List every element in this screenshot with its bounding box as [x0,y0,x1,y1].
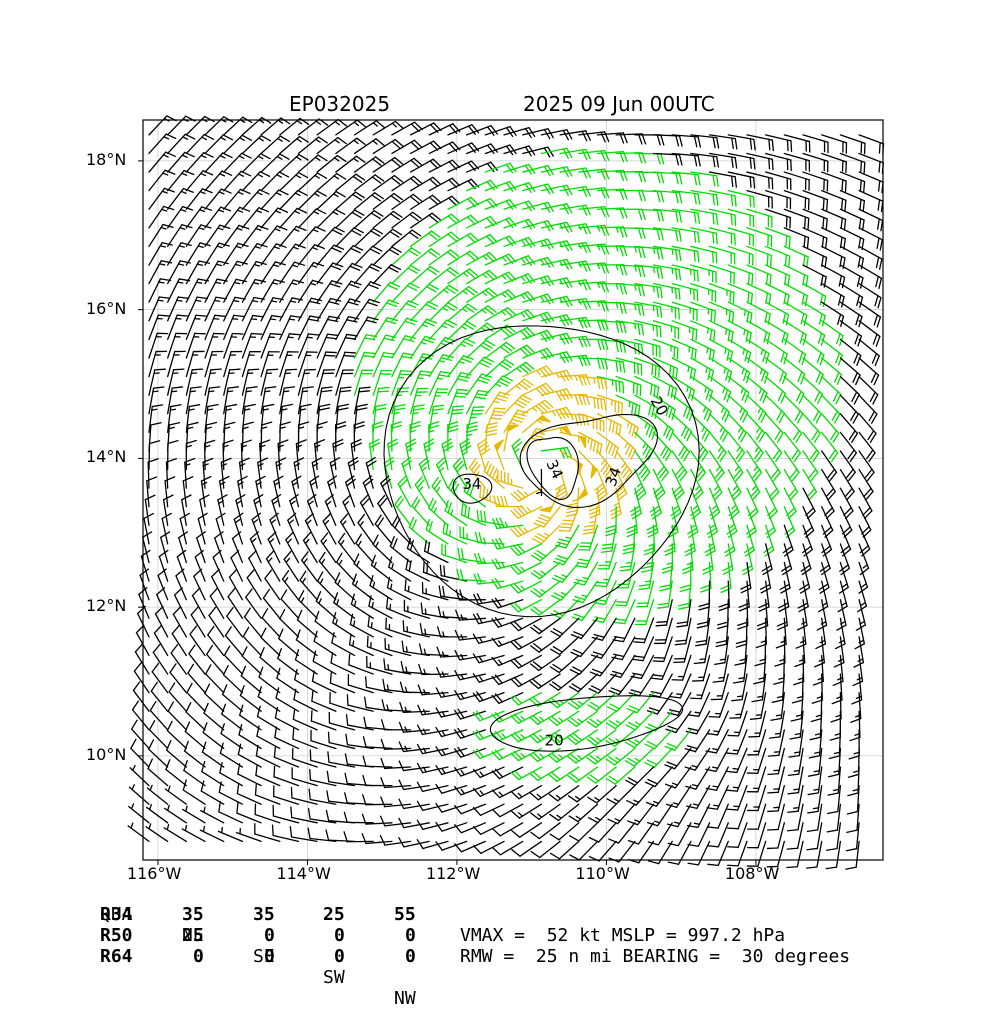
contour-label: 20 [545,732,564,750]
radii-value: 0 [405,925,416,946]
radii-value: 25 [182,925,204,946]
radii-value: 0 [264,946,275,967]
y-tick-label: 16°N [86,299,126,318]
contour-label: 34 [462,475,481,493]
radii-row-label: R50 [100,925,133,946]
radii-value: 35 [253,904,275,925]
y-tick-label: 14°N [86,447,126,466]
radii-value: 55 [394,904,416,925]
radii-value: 0 [334,946,345,967]
y-tick-label: 18°N [86,150,126,169]
x-tick-label: 114°W [276,864,330,883]
radii-value: 35 [182,904,204,925]
y-tick-label: 10°N [86,745,126,764]
storm-id-title: EP032025 [289,92,390,116]
header-sw: SW [323,967,345,988]
radii-row-label: R64 [100,946,133,967]
radii-value: 0 [334,925,345,946]
radii-row-label: R34 [100,904,133,925]
x-tick-label: 112°W [426,864,480,883]
radii-value: 25 [323,904,345,925]
radii-value: 0 [193,946,204,967]
x-tick-label: 116°W [127,864,181,883]
y-tick-label: 12°N [86,596,126,615]
x-tick-label: 108°W [725,864,779,883]
radii-value: 0 [264,925,275,946]
header-nw: NW [394,988,416,1009]
x-tick-label: 110°W [575,864,629,883]
vmax-mslp-line: VMAX = 52 kt MSLP = 997.2 hPa [460,925,785,946]
radii-value: 0 [405,946,416,967]
date-title: 2025 09 Jun 00UTC [523,92,715,116]
rmw-bearing-line: RMW = 25 n mi BEARING = 30 degrees [460,946,850,967]
